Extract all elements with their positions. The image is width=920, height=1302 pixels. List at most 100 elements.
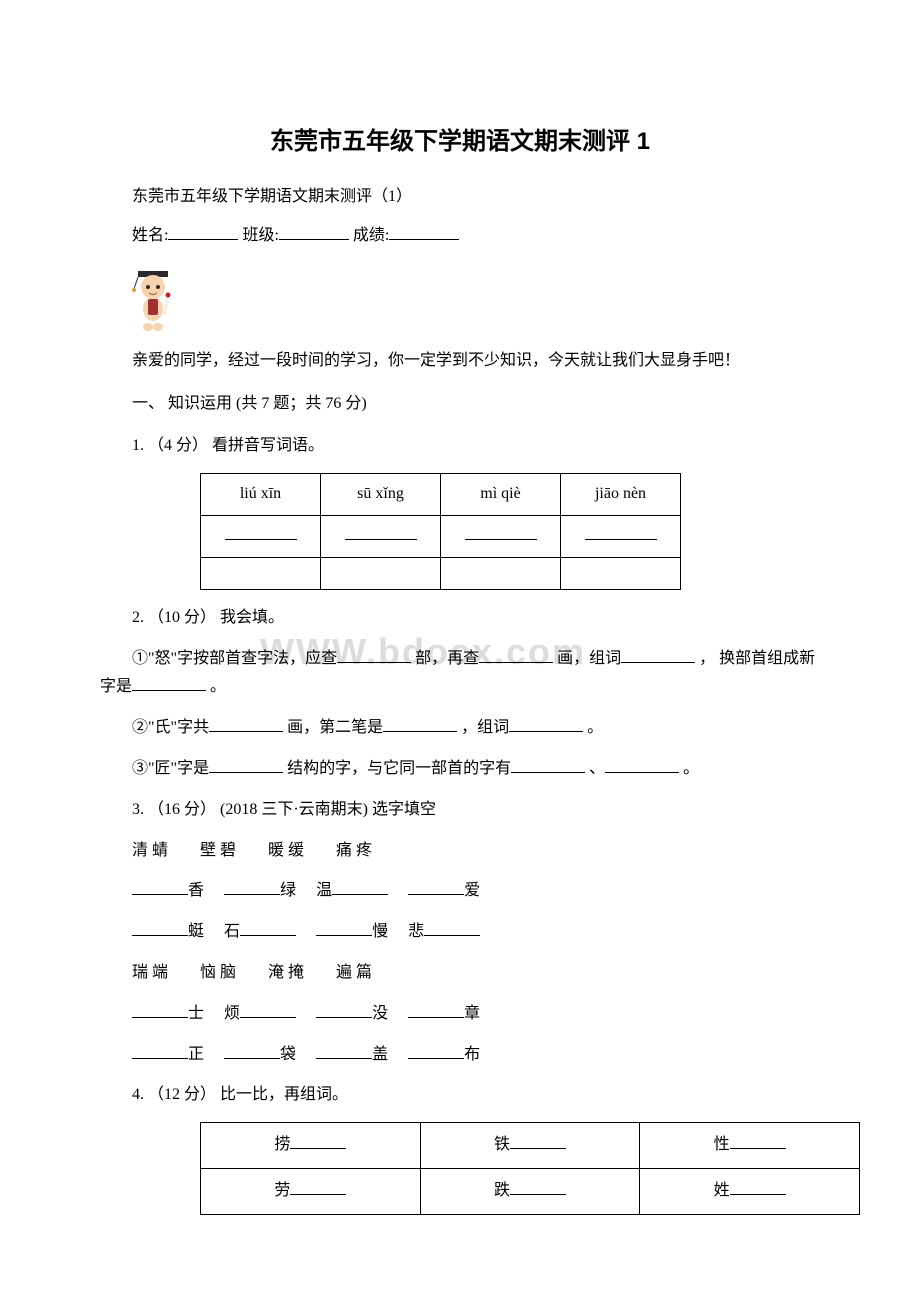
fill-blank[interactable] [132, 675, 206, 691]
name-blank[interactable] [168, 224, 238, 240]
q3-row-4: 正 袋 盖 布 [100, 1041, 820, 1070]
pinyin-cell: sū xǐng [321, 474, 441, 516]
q2-stem: 2. （10 分） 我会填。 [100, 604, 820, 633]
fill-blank[interactable] [132, 920, 188, 936]
pinyin-cell: mì qiè [441, 474, 561, 516]
text: 慢 [372, 923, 388, 940]
text: 铁 [494, 1136, 510, 1153]
table-row: liú xīn sū xǐng mì qiè jiāo nèn [201, 474, 681, 516]
text: 部，再查 [415, 650, 479, 667]
fill-blank[interactable] [408, 1002, 464, 1018]
fill-blank[interactable] [408, 1043, 464, 1059]
fill-blank[interactable] [240, 920, 296, 936]
fill-blank[interactable] [510, 1179, 566, 1195]
fill-blank[interactable] [408, 879, 464, 895]
word-cell: 捞 [201, 1123, 421, 1169]
text: 蜓 [188, 923, 204, 940]
fill-blank[interactable] [132, 1002, 188, 1018]
fill-blank[interactable] [316, 1002, 372, 1018]
fill-blank[interactable] [132, 879, 188, 895]
word-cell: 跌 [420, 1168, 640, 1214]
fill-blank[interactable] [132, 1043, 188, 1059]
text: 爱 [464, 882, 480, 899]
fill-blank[interactable] [224, 879, 280, 895]
fill-blank[interactable] [209, 757, 283, 773]
fill-blank[interactable] [209, 716, 283, 732]
word-cell: 劳 [201, 1168, 421, 1214]
text: 结构的字，与它同一部首的字有 [287, 760, 511, 777]
fill-blank[interactable] [383, 716, 457, 732]
fill-blank[interactable] [337, 647, 411, 663]
text: ②"氏"字共 [132, 719, 209, 736]
empty-cell [321, 557, 441, 589]
fill-blank[interactable] [621, 647, 695, 663]
text: 、 [589, 760, 605, 777]
student-illustration [130, 267, 190, 337]
text: 性 [714, 1136, 730, 1153]
q1-table: liú xīn sū xǐng mì qiè jiāo nèn [200, 473, 681, 590]
section-header-1: 一、 知识运用 (共 7 题；共 76 分) [100, 390, 820, 419]
fill-blank[interactable] [224, 1043, 280, 1059]
fill-blank[interactable] [316, 1043, 372, 1059]
text: 烦 [224, 1005, 240, 1022]
q3-row-3: 士 烦 没 章 [100, 1000, 820, 1029]
text: 姓 [714, 1182, 730, 1199]
fill-blank[interactable] [511, 757, 585, 773]
fill-blank[interactable] [510, 1133, 566, 1149]
text: 。 [683, 760, 699, 777]
fill-blank[interactable] [605, 757, 679, 773]
fill-blank[interactable] [730, 1133, 786, 1149]
fill-blank[interactable] [479, 647, 553, 663]
text: 袋 [280, 1046, 296, 1063]
q2-line-2: ②"氏"字共 画，第二笔是 ，组词 。 [100, 714, 820, 743]
text: 绿 [280, 882, 296, 899]
subtitle: 东莞市五年级下学期语文期末测评（1） [100, 183, 820, 212]
empty-cell [201, 557, 321, 589]
empty-cell [561, 557, 681, 589]
class-label: 班级: [242, 227, 278, 244]
text: 没 [372, 1005, 388, 1022]
fill-blank[interactable] [316, 920, 372, 936]
q3-group-2: 瑞 端 恼 脑 淹 掩 遍 篇 [100, 959, 820, 988]
text: 画，组词 [557, 650, 621, 667]
student-fields: 姓名: 班级: 成绩: [100, 222, 820, 251]
text: 跌 [494, 1182, 510, 1199]
answer-cell[interactable] [561, 515, 681, 557]
empty-cell [441, 557, 561, 589]
fill-blank[interactable] [290, 1179, 346, 1195]
fill-blank[interactable] [240, 1002, 296, 1018]
text: 劳 [274, 1182, 290, 1199]
text: 香 [188, 882, 204, 899]
greeting: 亲爱的同学，经过一段时间的学习，你一定学到不少知识，今天就让我们大显身手吧！ [100, 347, 820, 376]
text: 士 [188, 1005, 204, 1022]
text: 布 [464, 1046, 480, 1063]
fill-blank[interactable] [424, 920, 480, 936]
pinyin-cell: jiāo nèn [561, 474, 681, 516]
q3-row-2: 蜓 石 慢 悲 [100, 918, 820, 947]
text: ，组词 [461, 719, 509, 736]
page-title: 东莞市五年级下学期语文期末测评 1 [100, 120, 820, 163]
answer-cell[interactable] [201, 515, 321, 557]
q4-stem: 4. （12 分） 比一比，再组词。 [100, 1081, 820, 1110]
q2-line-3: ③"匠"字是 结构的字，与它同一部首的字有 、 。 [100, 755, 820, 784]
text: 。 [587, 719, 603, 736]
answer-cell[interactable] [441, 515, 561, 557]
q1-stem: 1. （4 分） 看拼音写词语。 [100, 432, 820, 461]
text: 捞 [274, 1136, 290, 1153]
text: ③"匠"字是 [132, 760, 209, 777]
fill-blank[interactable] [290, 1133, 346, 1149]
fill-blank[interactable] [730, 1179, 786, 1195]
score-blank[interactable] [389, 224, 459, 240]
word-cell: 铁 [420, 1123, 640, 1169]
table-row [201, 515, 681, 557]
text: 温 [316, 882, 332, 899]
fill-blank[interactable] [332, 879, 388, 895]
class-blank[interactable] [279, 224, 349, 240]
table-row: 捞 铁 性 [201, 1123, 860, 1169]
fill-blank[interactable] [509, 716, 583, 732]
text: 画，第二笔是 [287, 719, 383, 736]
word-cell: 姓 [640, 1168, 860, 1214]
text: ①"怒"字按部首查字法，应查 [132, 650, 337, 667]
answer-cell[interactable] [321, 515, 441, 557]
text: 。 [210, 678, 226, 695]
